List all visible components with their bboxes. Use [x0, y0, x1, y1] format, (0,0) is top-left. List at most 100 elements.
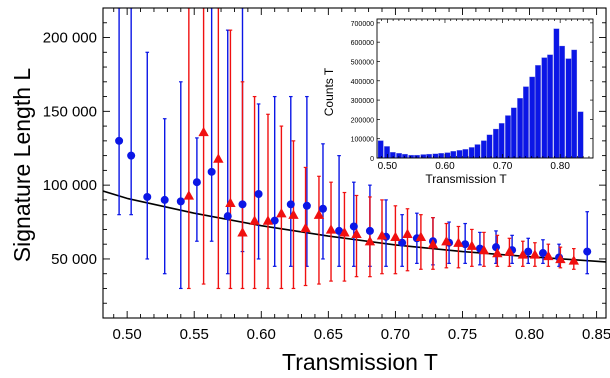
- histogram-bar: [420, 154, 427, 159]
- main-plot: 0.50 0.55 0.60 0.65 0.70 0.75 0.80 0.85 50 000 10…: [43, 7, 610, 343]
- data-point-s1-14: [364, 236, 376, 246]
- data-point-s0-8: [238, 200, 247, 209]
- data-point-s0-10: [270, 216, 279, 225]
- histogram-bar: [505, 115, 511, 159]
- data-point-s0-15: [349, 222, 358, 231]
- data-point-s0-12: [302, 201, 311, 210]
- histogram-bar: [480, 140, 487, 159]
- histogram-bar: [462, 149, 469, 159]
- inset-y-axis-title: Counts T: [322, 67, 336, 116]
- main-frame: [102, 7, 607, 319]
- data-point-s0-9: [254, 190, 263, 198]
- data-point-s0-7: [223, 212, 232, 221]
- data-point-s0-2: [143, 192, 152, 201]
- histogram-bar: [444, 152, 451, 159]
- x-tick-label: 0.80: [515, 326, 544, 343]
- data-point-s1-22: [466, 240, 478, 250]
- data-point-s1-24: [492, 247, 503, 258]
- histogram-bar: [541, 57, 548, 159]
- histogram-bar: [547, 54, 553, 159]
- y-tick-label: 150 000: [43, 103, 97, 120]
- histogram-bar: [456, 150, 463, 159]
- inset-y-tick-label: 600000: [351, 40, 374, 47]
- data-point-s0-0: [115, 136, 124, 145]
- histogram-bar: [571, 49, 578, 159]
- inset-y-tick-label: 700000: [351, 21, 374, 28]
- histogram-bar: [426, 153, 432, 159]
- inset-y-tick-label: 500000: [351, 59, 374, 66]
- data-point-s1-29: [555, 253, 566, 264]
- data-point-s1-21: [453, 237, 464, 247]
- inset-y-tick-label: 200000: [351, 117, 374, 124]
- inset-x-tick-label: 0.50: [378, 161, 398, 172]
- histogram-bar: [517, 98, 523, 159]
- data-point-s1-16: [390, 231, 401, 241]
- y-tick-label: 200 000: [43, 30, 97, 47]
- y-axis-title: Signature Length L: [9, 68, 35, 263]
- data-point-s0-27: [538, 249, 547, 258]
- x-tick-label: 0.55: [180, 326, 209, 343]
- histogram-bar: [565, 58, 572, 159]
- data-point-s1-6: [262, 215, 274, 225]
- data-point-s1-19: [427, 238, 439, 249]
- x-tick-label: 0.75: [448, 326, 477, 343]
- histogram-bar: [377, 140, 384, 159]
- x-tick-label: 0.60: [247, 326, 276, 343]
- data-point-s0-6: [207, 167, 216, 176]
- x-tick-label: 0.85: [582, 326, 610, 343]
- data-point-s1-5: [249, 215, 260, 225]
- histogram-bar: [523, 86, 529, 159]
- y-tick-label: 100 000: [43, 177, 97, 194]
- x-axis-title: Transmission T: [282, 349, 438, 375]
- data-point-s0-22: [461, 240, 470, 249]
- x-tick-label: 0.65: [314, 326, 343, 343]
- data-point-s1-13: [351, 228, 362, 239]
- inset-x-tick-label: 0.80: [550, 161, 570, 172]
- data-point-s1-17: [402, 228, 413, 239]
- histogram-bar: [450, 151, 457, 159]
- data-point-s0-3: [160, 195, 169, 204]
- inset-x-tick-label: 0.60: [435, 161, 455, 172]
- histogram-bar: [493, 128, 499, 159]
- data-point-s1-30: [568, 255, 580, 265]
- data-point-s1-10: [313, 209, 325, 219]
- data-point-s1-8: [288, 209, 299, 219]
- data-point-s1-7: [276, 207, 287, 218]
- inset-y-tick-label: 0: [370, 156, 374, 163]
- histogram-bar: [553, 28, 560, 159]
- histogram-bar: [577, 111, 584, 159]
- data-point-s1-3: [225, 197, 236, 208]
- data-point-s1-28: [543, 250, 554, 261]
- data-point-s1-20: [441, 236, 452, 246]
- data-point-s1-4: [237, 227, 248, 237]
- histogram-bar: [498, 123, 505, 159]
- data-point-s1-26: [517, 249, 529, 259]
- data-point-s1-25: [504, 246, 515, 256]
- data-point-s1-2: [213, 153, 224, 163]
- inset-histogram: 0.50 0.60 0.70 0.80 0 100000 200000 300000 40000…: [351, 18, 594, 172]
- main-data-layer: [103, 8, 606, 290]
- histogram-bar: [535, 65, 541, 159]
- x-tick-label: 0.70: [381, 326, 410, 343]
- histogram-bar: [559, 45, 565, 159]
- histogram-bar: [529, 76, 536, 159]
- data-point-s0-4: [176, 197, 185, 206]
- inset-y-tick-label: 100000: [351, 137, 374, 144]
- data-point-s1-9: [300, 222, 311, 233]
- histogram-bar: [486, 134, 493, 159]
- data-point-s0-24: [492, 243, 501, 252]
- inset-y-tick-label: 300000: [351, 98, 374, 105]
- inset-x-tick-label: 0.70: [493, 161, 513, 172]
- histogram-bar: [384, 146, 390, 159]
- data-point-s1-18: [415, 231, 427, 241]
- data-point-s0-5: [192, 178, 201, 187]
- inset-x-axis-title: Transmission T: [425, 172, 507, 186]
- data-point-s1-12: [339, 227, 350, 237]
- data-point-s1-23: [478, 244, 490, 255]
- data-point-s1-27: [529, 249, 541, 259]
- histogram-bar: [510, 107, 517, 159]
- histogram-bar: [474, 144, 481, 159]
- data-point-s0-14: [335, 226, 344, 235]
- data-point-s1-1: [198, 126, 209, 137]
